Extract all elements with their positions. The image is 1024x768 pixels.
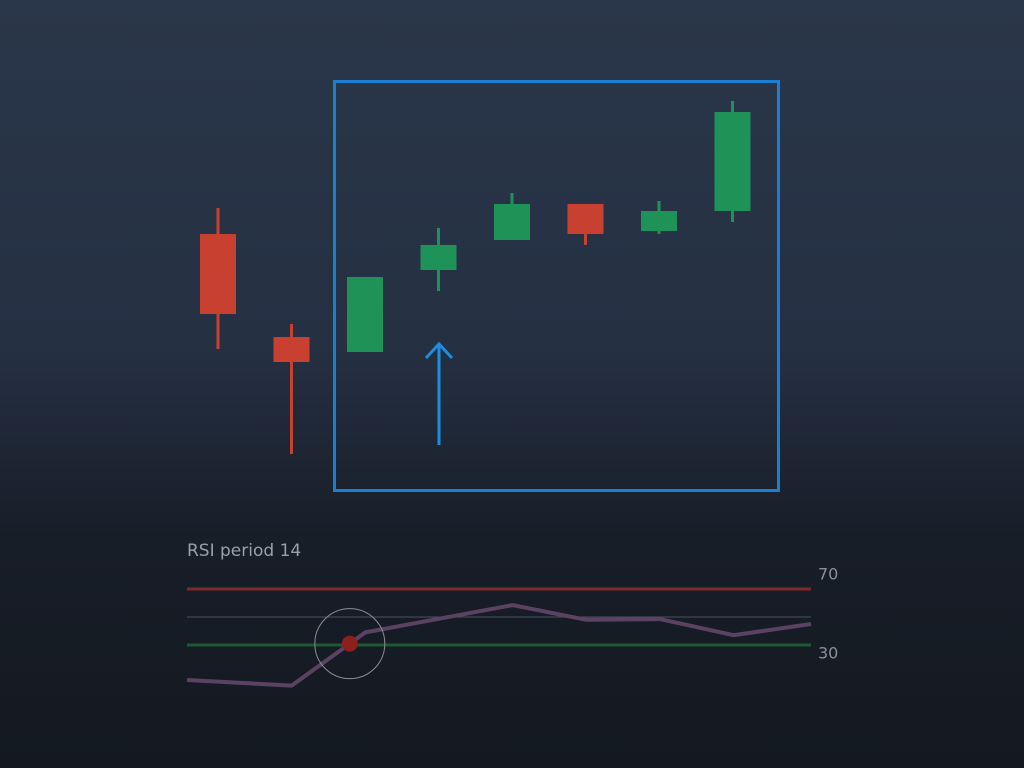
y-tick-label: 30: [818, 644, 838, 663]
rsi-title: RSI period 14: [187, 541, 301, 561]
rsi-line: [186, 603, 812, 688]
candle-body: [273, 337, 310, 362]
highlight-dot: [341, 635, 358, 652]
candle-body: [420, 245, 457, 270]
candle-body: [494, 204, 530, 240]
arrow: [424, 341, 454, 445]
y-tick-label: 70: [818, 565, 838, 584]
highlight-ring: [314, 608, 386, 680]
candle-body: [714, 112, 751, 211]
candle-body: [641, 211, 677, 231]
candle-body: [347, 277, 383, 352]
candle-body: [567, 204, 604, 234]
candle-body: [200, 234, 236, 314]
highlight-box: [333, 80, 780, 492]
